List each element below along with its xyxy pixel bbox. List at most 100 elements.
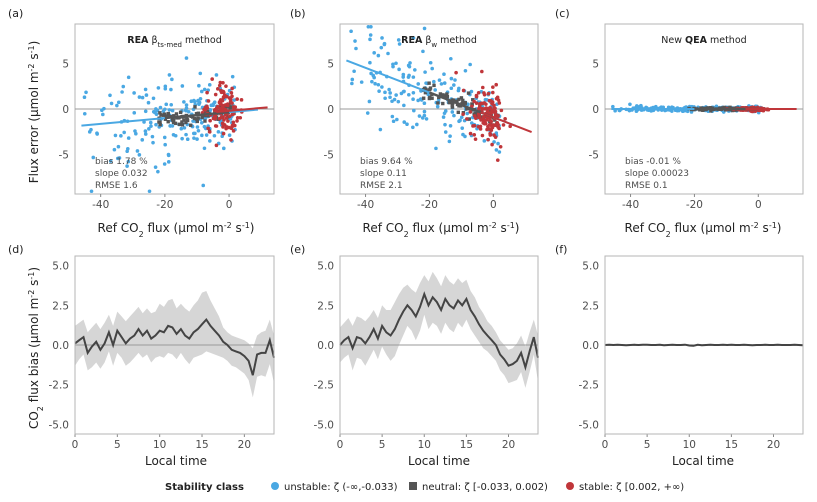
unstable-point (424, 81, 428, 85)
unstable-point (456, 88, 461, 93)
stable-point (228, 114, 232, 118)
stable-point (238, 115, 243, 120)
stable-point (491, 90, 495, 95)
unstable-point (354, 46, 358, 51)
stable-point (487, 98, 492, 103)
unstable-point (122, 130, 126, 135)
stat-line: slope 0.11 (360, 169, 407, 179)
stable-point (482, 101, 487, 105)
stable-point (497, 101, 502, 105)
unstable-point (147, 127, 151, 131)
stable-point (501, 123, 506, 127)
unstable-point (199, 89, 204, 94)
unstable-point (151, 96, 156, 101)
unstable-point (166, 153, 171, 158)
unstable-point (411, 36, 416, 40)
unstable-point (195, 137, 199, 141)
neutral-point (708, 106, 713, 110)
unstable-point (463, 134, 467, 139)
unstable-point (458, 118, 462, 123)
stable-point (465, 117, 469, 121)
unstable-point (416, 82, 421, 86)
unstable-point (396, 38, 401, 42)
stable-point (208, 118, 212, 123)
unstable-point (201, 183, 206, 188)
unstable-point (387, 87, 391, 92)
plot-frame-overlay (74, 255, 275, 435)
unstable-point (391, 119, 396, 124)
stable-point (503, 117, 507, 121)
stable-point (494, 82, 499, 87)
neutral-point (422, 86, 427, 91)
unstable-point (156, 86, 161, 90)
legend-neutral-label: neutral: ζ [-0.033, 0.002) (422, 482, 548, 493)
y-tick-label: 5.0 (582, 261, 599, 273)
stable-point (476, 124, 481, 129)
unstable-point (214, 73, 219, 77)
neutral-point (171, 118, 176, 122)
stat-line: RMSE 1.6 (95, 181, 138, 191)
unstable-point (395, 117, 399, 122)
unstable-point (197, 83, 201, 88)
stable-point (214, 124, 219, 128)
unstable-point (428, 60, 433, 65)
neutral-point (467, 117, 471, 121)
x-tick-label: 0 (602, 439, 609, 451)
y-tick-label: -5 (589, 150, 599, 162)
x-tick-label: 5 (379, 439, 386, 451)
neutral-point (157, 120, 161, 124)
unstable-point (184, 132, 188, 137)
unstable-point (168, 124, 172, 128)
neutral-point (162, 112, 167, 116)
unstable-point (396, 99, 401, 104)
unstable-point (142, 120, 146, 124)
unstable-point (443, 130, 448, 134)
stable-point (217, 100, 222, 105)
unstable-point (383, 90, 387, 95)
stable-point (233, 123, 237, 128)
unstable-point (153, 165, 158, 169)
stable-point (472, 132, 477, 137)
stable-point (487, 106, 492, 111)
unstable-point (424, 117, 429, 121)
y-tick-label: 5 (62, 58, 69, 70)
stable-point (495, 120, 500, 125)
unstable-point (422, 26, 427, 31)
panel-title: REA βts-med method (127, 35, 221, 49)
stable-point (498, 144, 503, 149)
stable-point (213, 92, 218, 97)
unstable-point (212, 133, 217, 138)
y-tick-label: 2.5 (317, 300, 334, 312)
unstable-point (143, 87, 148, 92)
unstable-point (134, 131, 138, 136)
unstable-point (207, 83, 212, 87)
y-tick-label: 0.0 (582, 340, 599, 352)
y-tick-label: -2.5 (49, 380, 70, 392)
panel-title: REA βw method (401, 35, 477, 49)
stable-point (487, 127, 492, 131)
unstable-point (125, 149, 129, 154)
unstable-point (89, 127, 93, 132)
unstable-point (365, 111, 370, 115)
stable-point (216, 87, 220, 91)
neutral-point (185, 118, 190, 123)
neutral-point (166, 111, 171, 116)
fit-line-neutral (164, 111, 230, 120)
x-tick-label: 0 (755, 199, 762, 211)
neutral-point (423, 90, 428, 95)
stable-point (224, 84, 228, 88)
unstable-point (448, 123, 453, 128)
unstable-point (371, 73, 376, 78)
unstable-point (449, 86, 454, 91)
unstable-point (148, 120, 153, 125)
y-tick-label: 5 (592, 58, 599, 70)
unstable-point (366, 24, 371, 29)
stable-point (235, 115, 240, 120)
unstable-point (89, 189, 94, 194)
stable-point (477, 105, 482, 109)
y-tick-label: 0 (62, 104, 69, 116)
y-tick-label: -5 (324, 150, 334, 162)
unstable-point (492, 140, 496, 144)
unstable-point (413, 68, 417, 72)
unstable-point (154, 122, 158, 127)
